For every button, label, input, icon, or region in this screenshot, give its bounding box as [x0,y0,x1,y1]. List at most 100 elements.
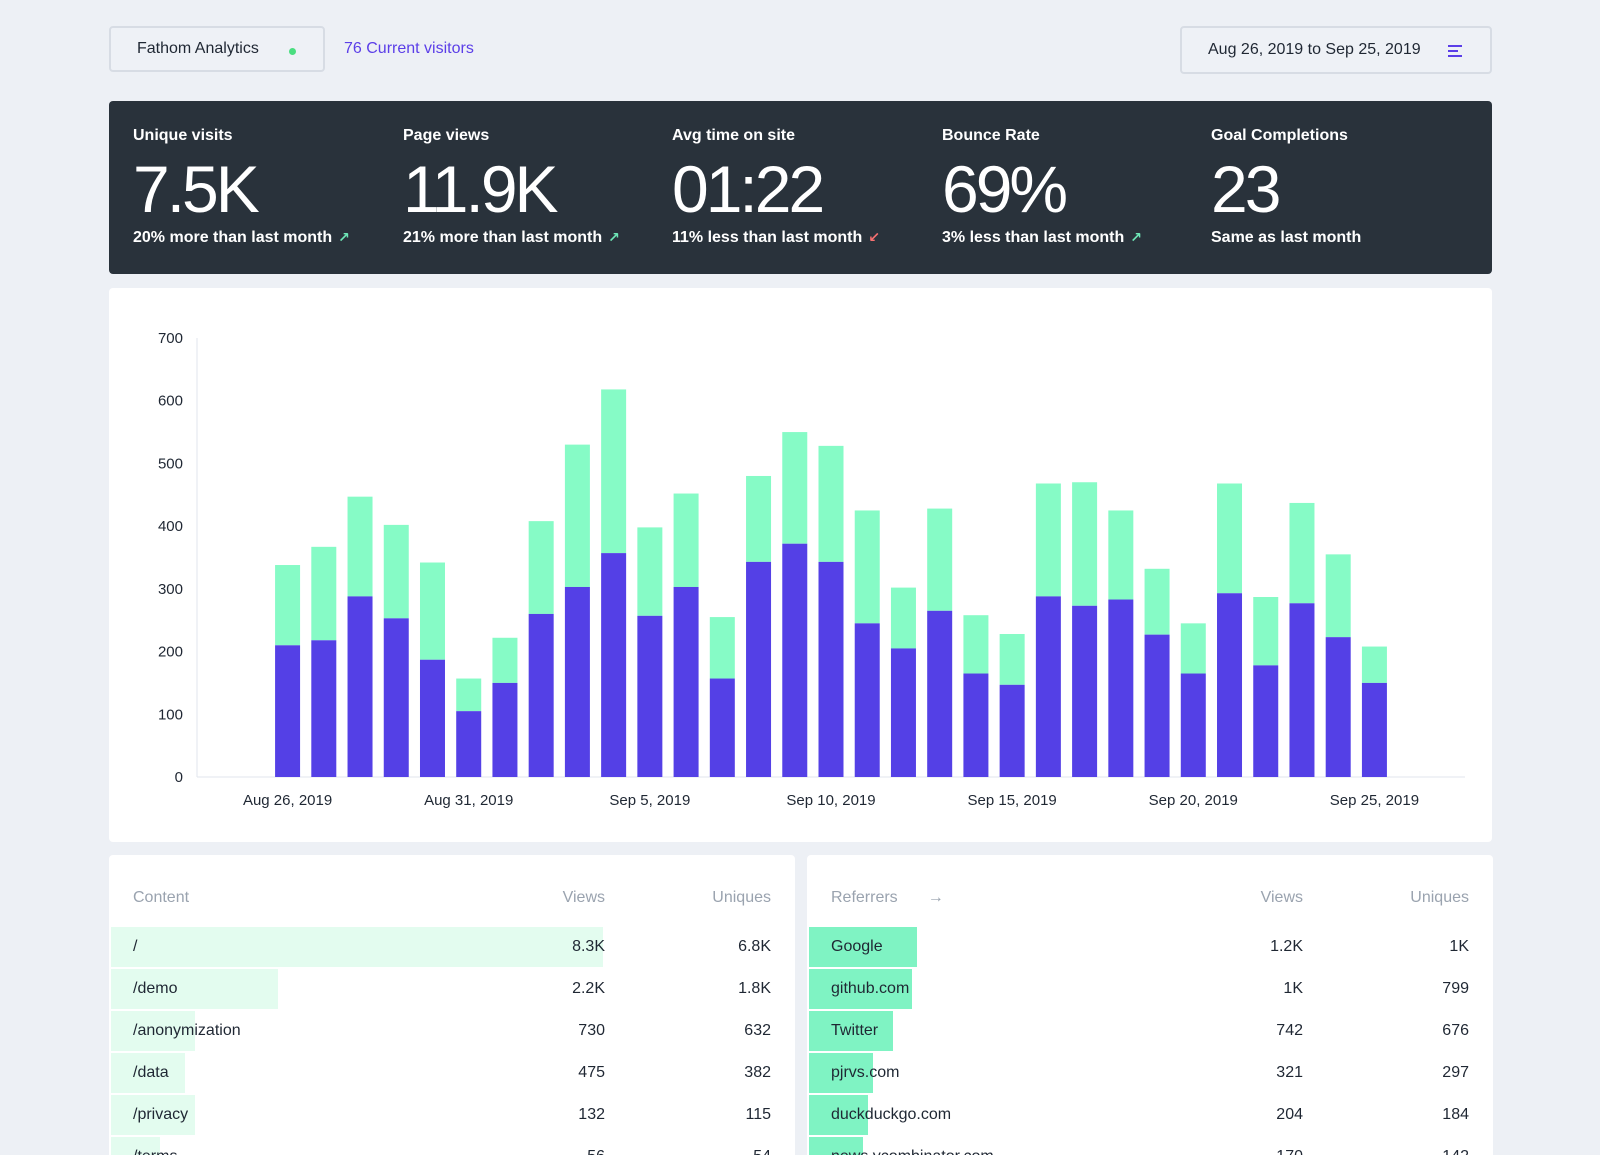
row-name[interactable]: pjrvs.com [831,1064,900,1081]
share-bar [111,969,278,1009]
bar-visitors [419,659,445,777]
site-selector[interactable]: Fathom Analytics [109,26,325,72]
row-name[interactable]: Twitter [831,1022,879,1039]
row-name[interactable]: news.ycombinator.com [831,1148,994,1155]
bar-visitors [854,623,880,777]
table-row[interactable]: Twitter 742 676 [807,1011,1493,1051]
arrow-up-right-icon: ↗ [608,229,620,245]
stat-value: 7.5K [133,152,260,226]
share-bar [111,927,603,967]
table-row[interactable]: pjrvs.com 321 297 [807,1053,1493,1093]
row-name[interactable]: duckduckgo.com [831,1106,952,1123]
bar-pageviews [528,521,554,614]
stat-change: 20% more than last month ↗ [133,229,350,246]
bar-visitors [890,648,916,777]
bar-pageviews [637,527,663,616]
bar-pageviews [963,615,989,674]
table-row[interactable]: /data 475 382 [109,1053,795,1093]
bar-pageviews [1108,510,1134,600]
bar-visitors [637,615,663,777]
row-name[interactable]: Google [831,938,883,955]
table-row[interactable]: / 8.3K 6.8K [109,927,795,967]
bar-pageviews [1253,597,1279,666]
row-name[interactable]: /terms [133,1148,177,1155]
bar-pageviews [1361,646,1387,683]
bar-pageviews [456,678,482,712]
header-views[interactable]: Views [1260,889,1303,906]
row-uniques: 54 [753,1148,771,1155]
row-name[interactable]: /anonymization [133,1022,241,1039]
bar-pageviews [673,493,699,587]
bar-pageviews [601,389,627,554]
row-uniques: 142 [1442,1148,1469,1155]
header-referrers[interactable]: Referrers → [831,889,944,906]
bar-pageviews [1180,623,1206,674]
header-content[interactable]: Content [133,889,190,906]
bar-visitors [746,561,772,777]
header-uniques[interactable]: Uniques [1410,889,1469,906]
row-views: 204 [1276,1106,1303,1123]
bar-pageviews [1035,483,1061,597]
table-row[interactable]: /demo 2.2K 1.8K [109,969,795,1009]
x-tick-label: Sep 5, 2019 [609,792,690,809]
row-name[interactable]: /demo [133,980,178,997]
table-header: Content Views Uniques [109,889,795,909]
y-tick-label: 200 [158,644,183,661]
share-bar [809,927,917,967]
table-row[interactable]: /terms 56 54 [109,1137,795,1155]
share-bar [809,1137,863,1155]
bar-visitors [963,673,989,777]
bar-pageviews [746,475,772,562]
row-views: 2.2K [572,980,605,997]
table-row[interactable]: Google 1.2K 1K [807,927,1493,967]
header-views[interactable]: Views [562,889,605,906]
header-uniques[interactable]: Uniques [712,889,771,906]
share-bar [111,1011,195,1051]
bar-pageviews [311,546,337,641]
row-name[interactable]: /privacy [133,1106,189,1123]
row-uniques: 6.8K [738,938,771,955]
date-range-picker[interactable]: Aug 26, 2019 to Sep 25, 2019 [1180,26,1492,74]
menu-icon[interactable] [1448,44,1464,58]
stat-label: Goal Completions [1211,127,1348,144]
row-views: 1.2K [1270,938,1303,955]
row-uniques: 799 [1442,980,1469,997]
arrow-right-icon[interactable]: → [927,889,944,906]
row-uniques: 676 [1442,1022,1469,1039]
bar-visitors [1361,682,1387,777]
bar-visitors [564,586,590,777]
table-row[interactable]: /privacy 132 115 [109,1095,795,1135]
stats-banner: Unique visits 7.5K 20% more than last mo… [109,101,1492,274]
row-views: 132 [578,1106,605,1123]
stat-change: 21% more than last month ↗ [403,229,620,246]
stat-change: 3% less than last month ↗ [942,229,1142,246]
x-tick-label: Aug 26, 2019 [243,792,332,809]
bar-visitors [1253,665,1279,777]
bar-visitors [999,684,1025,777]
bar-pageviews [927,508,953,611]
table-row[interactable]: github.com 1K 799 [807,969,1493,1009]
bar-pageviews [492,637,518,683]
bar-pageviews [347,496,373,597]
table-row[interactable]: /anonymization 730 632 [109,1011,795,1051]
bar-pageviews [383,524,409,619]
row-uniques: 632 [744,1022,771,1039]
current-visitors-link[interactable]: 76 Current visitors [344,40,474,57]
bar-visitors [927,610,953,777]
status-dot-icon [289,48,296,55]
row-views: 8.3K [572,938,605,955]
row-name[interactable]: /data [133,1064,169,1081]
table-row[interactable]: duckduckgo.com 204 184 [807,1095,1493,1135]
bar-visitors [528,613,554,777]
row-name[interactable]: / [133,938,138,955]
bar-pageviews [890,587,916,649]
y-tick-label: 500 [158,455,183,472]
table-row[interactable]: news.ycombinator.com 170 142 [807,1137,1493,1155]
row-views: 170 [1276,1148,1303,1155]
row-name[interactable]: github.com [831,980,910,997]
bar-visitors [1072,605,1098,777]
arrow-down-left-icon: ↙ [868,229,881,245]
bar-visitors [1108,599,1134,777]
row-uniques: 1K [1449,938,1469,955]
